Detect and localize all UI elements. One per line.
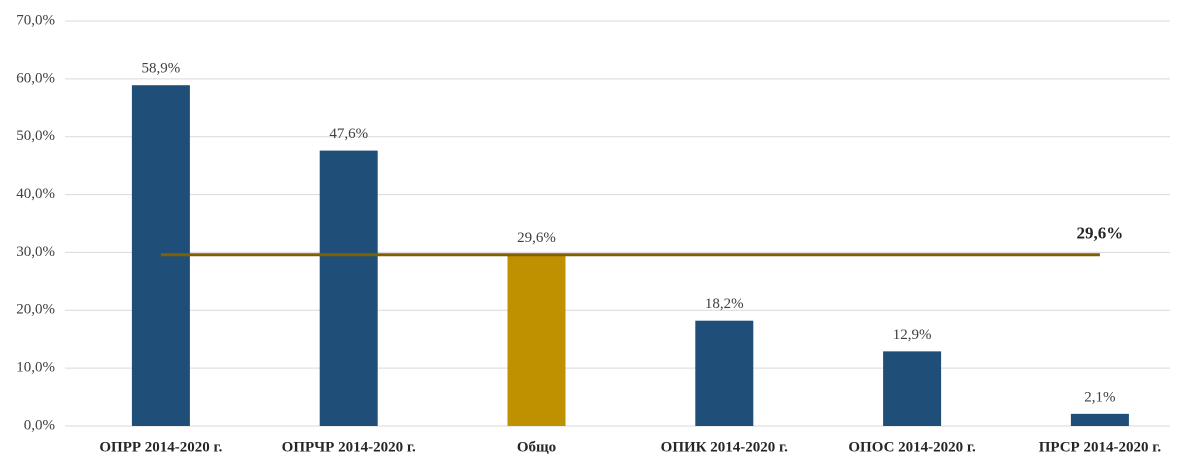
y-tick-label: 30,0%: [16, 244, 55, 260]
x-tick-label: ОПИК 2014-2020 г.: [661, 439, 788, 455]
bar: [1070, 413, 1129, 426]
y-tick-label: 70,0%: [16, 12, 55, 28]
reference-label: 29,6%: [1077, 224, 1124, 243]
x-tick-label: Общо: [517, 439, 556, 455]
y-tick-label: 60,0%: [16, 70, 55, 86]
bar: [695, 320, 754, 426]
bar: [883, 351, 942, 426]
x-tick-label: ОПРР 2014-2020 г.: [99, 439, 222, 455]
y-tick-label: 50,0%: [16, 128, 55, 144]
data-label: 18,2%: [705, 296, 744, 312]
data-label: 29,6%: [517, 230, 556, 246]
x-tick-label: ПРСР 2014-2020 г.: [1039, 439, 1162, 455]
data-label: 2,1%: [1084, 389, 1115, 405]
y-tick-label: 40,0%: [16, 186, 55, 202]
bar: [319, 150, 378, 426]
y-tick-label: 20,0%: [16, 302, 55, 318]
x-tick-label: ОПОС 2014-2020 г.: [848, 439, 976, 455]
y-tick-label: 10,0%: [16, 360, 55, 376]
data-label: 12,9%: [893, 327, 932, 343]
data-label: 47,6%: [329, 126, 368, 142]
bar: [507, 254, 566, 426]
data-label: 58,9%: [142, 61, 181, 77]
y-tick-label: 0,0%: [24, 417, 55, 433]
x-tick-label: ОПРЧР 2014-2020 г.: [282, 439, 416, 455]
